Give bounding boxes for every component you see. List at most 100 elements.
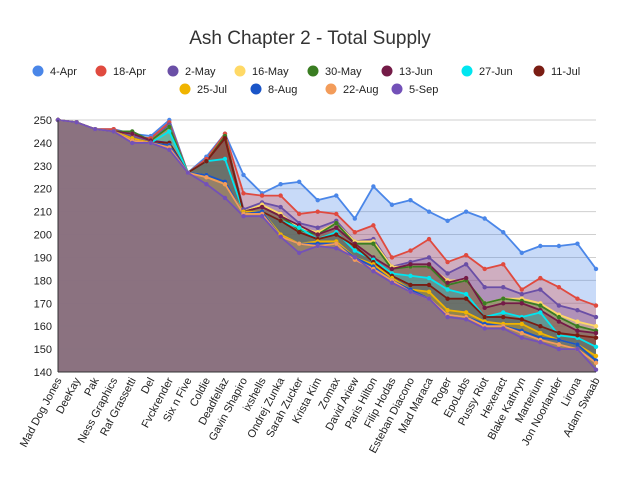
legend-marker [533,65,545,77]
data-point [463,252,469,258]
data-point [278,204,283,210]
data-point [538,330,543,336]
legend-item: 11-Jul [533,65,580,78]
data-point [278,234,283,240]
legend-label: 25-Jul [197,84,227,96]
data-point [463,209,469,214]
data-point [463,317,469,322]
data-point [445,296,450,301]
data-point [389,280,395,285]
series-line-18-Apr [57,119,597,307]
data-point [463,296,469,301]
legend-label: 8-Aug [268,84,297,96]
data-point [426,236,432,242]
data-point [482,266,487,272]
data-point [445,218,450,223]
legend-marker [307,65,319,77]
legend-marker [32,65,44,77]
data-point [278,193,283,198]
legend-item: 25-Jul [179,83,227,96]
legend-marker [381,65,393,77]
data-point [482,314,487,320]
y-tick-label: 150 [34,344,52,356]
data-point [334,246,339,251]
data-point [371,241,376,246]
data-point [556,319,562,324]
data-point [575,333,580,338]
data-point [575,323,580,329]
data-point [538,243,543,249]
data-point [556,314,562,320]
legend-marker [250,83,262,95]
legend-marker [391,83,403,95]
y-tick-label: 210 [34,207,52,219]
data-point [408,282,413,288]
data-point [371,184,376,189]
data-point [296,230,302,235]
data-point [111,129,116,134]
legend-label: 27-Jun [479,66,513,78]
y-tick-label: 200 [34,230,52,242]
data-point [556,337,562,343]
data-point [519,250,524,256]
series-line-4-Apr [57,119,597,270]
data-point [408,262,413,267]
data-point [74,120,79,125]
data-point [556,285,562,290]
series-area-11-Jul [58,120,596,372]
data-point [538,340,543,345]
data-point [501,326,506,331]
legend-item: 2-May [167,65,216,78]
series-area-30-May [58,120,596,372]
data-point [519,301,524,306]
legend-label: 30-May [325,66,362,78]
data-point [167,124,172,130]
data-point [222,181,228,187]
data-point [501,296,506,301]
data-point [167,129,172,134]
data-point [259,214,265,219]
data-point [204,175,209,180]
legend-item: 16-May [234,65,289,78]
data-point [185,170,191,175]
data-point [556,346,562,352]
series-points [55,117,599,372]
data-point [334,241,339,246]
data-point [389,266,395,272]
y-tick-label: 190 [34,252,52,264]
data-point [501,310,506,315]
data-point [315,225,320,230]
series-area-13-Jun [58,120,596,372]
data-point [519,335,524,340]
data-point [445,307,450,313]
legend-item: 18-Apr [95,65,146,78]
y-tick-label: 180 [34,275,52,287]
data-point [296,225,302,230]
data-point [593,323,599,329]
legend-marker [95,65,107,77]
data-point [575,319,580,324]
series-areas [58,120,596,372]
data-point [241,172,246,178]
legend-item: 8-Aug [250,83,297,96]
legend-marker [325,83,337,95]
y-tick-label: 240 [34,138,52,150]
data-point [296,250,302,256]
legend-label: 11-Jul [551,66,580,78]
data-point [445,271,450,276]
data-point [445,287,450,292]
data-point [278,214,283,219]
data-point [463,310,469,315]
data-point [501,262,506,267]
data-point [538,310,543,315]
data-point [296,241,302,246]
data-point [501,285,506,290]
data-point [315,197,320,203]
legend-item: 30-May [307,65,362,78]
data-point [593,330,599,336]
y-tick-label: 140 [34,367,52,379]
data-point [519,330,524,336]
series-area-2-May [58,120,596,372]
